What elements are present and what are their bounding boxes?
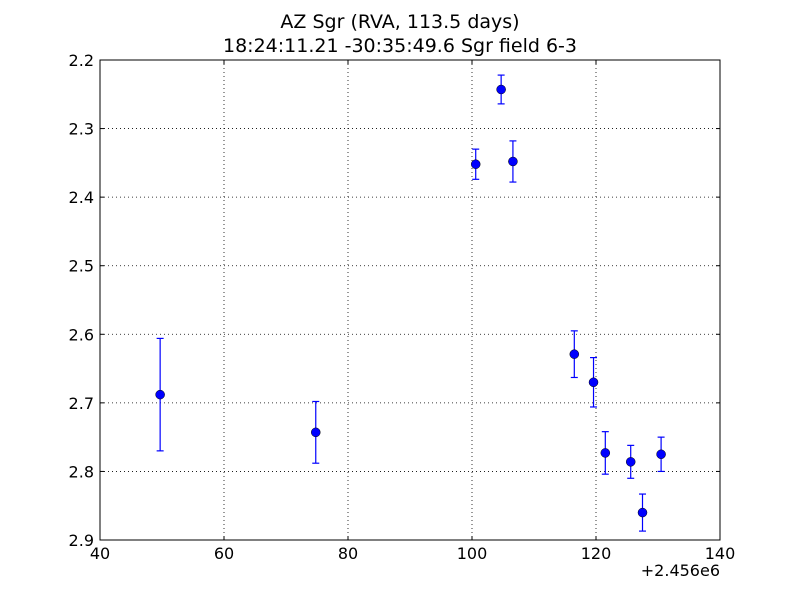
- data-point: [588, 357, 599, 408]
- point-marker: [637, 507, 648, 518]
- chart-title: AZ Sgr (RVA, 113.5 days): [280, 11, 520, 33]
- point-marker: [311, 427, 321, 438]
- data-point: [470, 148, 481, 180]
- x-tick-label: 100: [457, 544, 488, 563]
- data-point: [496, 74, 506, 105]
- x-tick-label: 120: [581, 544, 612, 563]
- y-tick-label: 2.6: [69, 325, 94, 344]
- x-tick-label: 140: [705, 544, 736, 563]
- data-point: [656, 436, 666, 473]
- point-marker: [470, 159, 481, 169]
- data-point: [311, 400, 321, 464]
- chart-subtitle: 18:24:11.21 -30:35:49.6 Sgr field 6-3: [223, 35, 577, 57]
- y-tick-label: 2.4: [69, 188, 94, 207]
- y-tick-label: 2.3: [69, 120, 94, 139]
- y-tick-label: 2.8: [69, 462, 94, 481]
- x-axis-offset-label: +2.456e6: [641, 561, 720, 580]
- data-point: [569, 330, 580, 379]
- point-marker: [569, 349, 580, 359]
- point-marker: [496, 84, 506, 95]
- point-marker: [625, 457, 636, 467]
- grid-lines: [100, 60, 720, 540]
- axis-ticks: 40 60 80 100 120 140 2.2 2.3 2.4 2.5 2.6 2.7 2.8 2.9: [69, 51, 736, 563]
- point-marker: [508, 156, 518, 167]
- data-point: [600, 431, 611, 475]
- y-tick-label: 2.9: [69, 531, 94, 550]
- y-tick-label: 2.5: [69, 257, 94, 276]
- data-point: [637, 493, 648, 532]
- data-series: [155, 74, 666, 532]
- plot-frame: [99, 59, 721, 541]
- data-point: [625, 444, 636, 479]
- point-marker: [600, 448, 611, 458]
- data-point: [155, 337, 165, 452]
- x-tick-label: 40: [90, 544, 110, 563]
- point-marker: [588, 377, 599, 388]
- y-tick-label: 2.2: [69, 51, 94, 70]
- point-marker: [155, 389, 165, 400]
- x-tick-label: 60: [214, 544, 234, 563]
- point-marker: [656, 449, 666, 460]
- data-point: [508, 140, 518, 183]
- y-tick-label: 2.7: [69, 394, 94, 413]
- x-tick-label: 80: [338, 544, 358, 563]
